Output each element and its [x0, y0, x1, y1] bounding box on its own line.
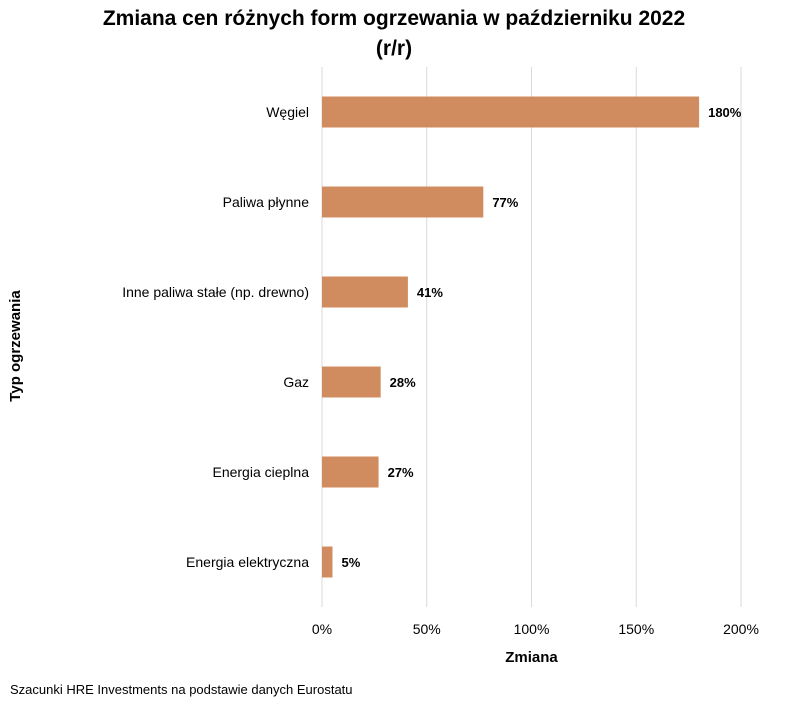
y-tick-label: Energia cieplna: [212, 464, 309, 480]
data-label: 180%: [708, 105, 742, 120]
bar: [322, 546, 333, 578]
y-tick-label: Inne paliwa stałe (np. drewno): [122, 284, 309, 300]
x-tick-label: 200%: [723, 621, 759, 637]
y-tick-label: Gaz: [283, 374, 309, 390]
x-tick-label: 150%: [618, 621, 654, 637]
chart-title: Zmiana cen różnych form ogrzewania w paź…: [0, 4, 788, 64]
x-tick-label: 50%: [413, 621, 441, 637]
chart-title-line1: Zmiana cen różnych form ogrzewania w paź…: [102, 7, 686, 30]
data-label: 27%: [388, 465, 414, 480]
y-tick-label: Energia elektryczna: [186, 554, 309, 570]
bar: [322, 186, 484, 218]
chart-title-line2: (r/r): [375, 37, 413, 60]
data-label: 41%: [417, 285, 443, 300]
x-axis-title: Zmiana: [505, 649, 558, 666]
data-label: 28%: [390, 375, 416, 390]
bar: [322, 96, 700, 128]
source-note: Szacunki HRE Investments na podstawie da…: [10, 682, 353, 697]
y-tick-label: Paliwa płynne: [223, 194, 310, 210]
y-axis-title: Typ ogrzewania: [7, 290, 24, 402]
x-tick-label: 0%: [312, 621, 332, 637]
bar: [322, 276, 408, 308]
data-label: 77%: [492, 195, 518, 210]
bar: [322, 456, 379, 488]
x-tick-label: 100%: [514, 621, 550, 637]
bar: [322, 366, 381, 398]
data-label: 5%: [341, 555, 360, 570]
y-tick-label: Węgiel: [266, 104, 309, 120]
